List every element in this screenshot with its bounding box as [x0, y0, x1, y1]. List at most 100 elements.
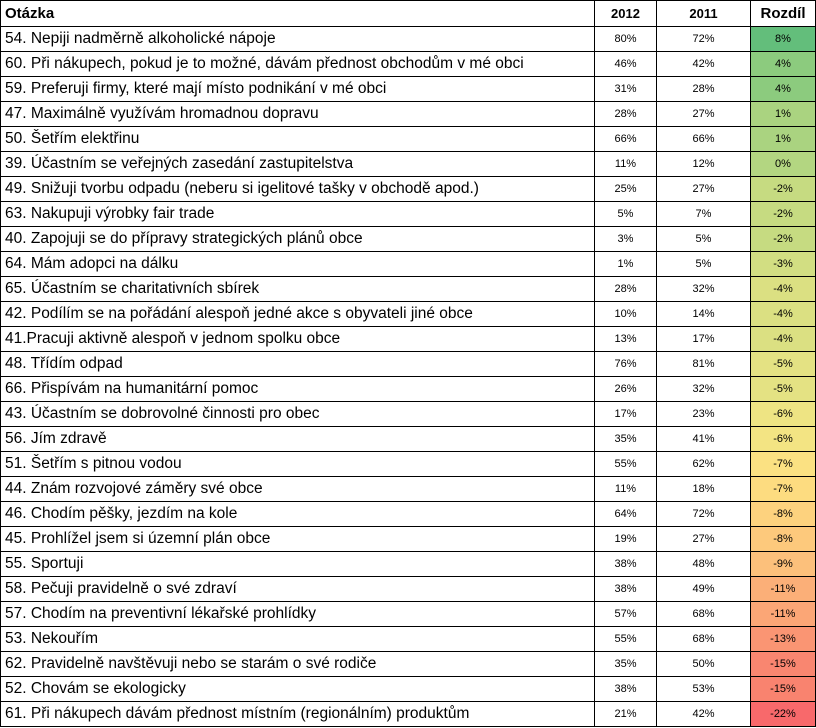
- table-row: 52. Chovám se ekologicky 38% 53% -15%: [0, 676, 816, 702]
- difference-cell: -4%: [750, 276, 816, 302]
- value-2012-cell: 38%: [594, 576, 657, 602]
- difference-cell: -2%: [750, 201, 816, 227]
- table-row: 58. Pečuji pravidelně o své zdraví 38% 49%…: [0, 576, 816, 602]
- value-2011-cell: 72%: [656, 26, 751, 52]
- question-cell: 55. Sportuji: [0, 551, 595, 577]
- question-cell: 61. Při nákupech dávám přednost místním …: [0, 701, 595, 727]
- value-2012-cell: 76%: [594, 351, 657, 377]
- value-2011-cell: 17%: [656, 326, 751, 352]
- question-cell: 41.Pracuji aktivně alespoň v jednom spol…: [0, 326, 595, 352]
- difference-cell: -7%: [750, 451, 816, 477]
- table-row: 39. Účastním se veřejných zasedání zastu…: [0, 151, 816, 177]
- difference-cell: -5%: [750, 376, 816, 402]
- value-2011-cell: 48%: [656, 551, 751, 577]
- table-row: 63. Nakupuji výrobky fair trade 5% 7% -2%: [0, 201, 816, 227]
- question-cell: 65. Účastním se charitativních sbírek: [0, 276, 595, 302]
- table-row: 49. Snižuji tvorbu odpadu (neberu si ige…: [0, 176, 816, 202]
- difference-cell: -3%: [750, 251, 816, 277]
- difference-cell: -11%: [750, 576, 816, 602]
- value-2011-cell: 68%: [656, 626, 751, 652]
- value-2011-cell: 5%: [656, 251, 751, 277]
- header-row: Otázka 2012 2011 Rozdíl: [0, 0, 816, 27]
- value-2011-cell: 27%: [656, 176, 751, 202]
- table-row: 66. Přispívám na humanitární pomoc 26% 32%…: [0, 376, 816, 402]
- value-2012-cell: 1%: [594, 251, 657, 277]
- value-2012-cell: 28%: [594, 276, 657, 302]
- value-2011-cell: 27%: [656, 101, 751, 127]
- value-2012-cell: 31%: [594, 76, 657, 102]
- table-row: 64. Mám adopci na dálku 1% 5% -3%: [0, 251, 816, 277]
- table-row: 51. Šetřím s pitnou vodou 55% 62% -7%: [0, 451, 816, 477]
- difference-cell: 1%: [750, 101, 816, 127]
- value-2011-cell: 42%: [656, 701, 751, 727]
- value-2011-cell: 5%: [656, 226, 751, 252]
- difference-cell: -6%: [750, 401, 816, 427]
- table-row: 56. Jím zdravě 35% 41% -6%: [0, 426, 816, 452]
- value-2012-cell: 46%: [594, 51, 657, 77]
- value-2011-cell: 32%: [656, 276, 751, 302]
- header-2011: 2011: [656, 0, 751, 27]
- difference-cell: -4%: [750, 326, 816, 352]
- question-cell: 57. Chodím na preventivní lékařské prohl…: [0, 601, 595, 627]
- value-2011-cell: 18%: [656, 476, 751, 502]
- difference-cell: -15%: [750, 676, 816, 702]
- value-2012-cell: 13%: [594, 326, 657, 352]
- question-cell: 40. Zapojuji se do přípravy strategickýc…: [0, 226, 595, 252]
- value-2011-cell: 32%: [656, 376, 751, 402]
- value-2012-cell: 5%: [594, 201, 657, 227]
- table-row: 46. Chodím pěšky, jezdím na kole 64% 72% -8…: [0, 501, 816, 527]
- question-cell: 56. Jím zdravě: [0, 426, 595, 452]
- question-cell: 58. Pečuji pravidelně o své zdraví: [0, 576, 595, 602]
- value-2011-cell: 23%: [656, 401, 751, 427]
- table-row: 45. Prohlížel jsem si územní plán obce 19…: [0, 526, 816, 552]
- table-row: 42. Podílím se na pořádání alespoň jedné…: [0, 301, 816, 327]
- value-2012-cell: 11%: [594, 476, 657, 502]
- value-2012-cell: 17%: [594, 401, 657, 427]
- value-2012-cell: 11%: [594, 151, 657, 177]
- difference-cell: -9%: [750, 551, 816, 577]
- value-2012-cell: 57%: [594, 601, 657, 627]
- value-2012-cell: 35%: [594, 651, 657, 677]
- question-cell: 39. Účastním se veřejných zasedání zastu…: [0, 151, 595, 177]
- table-row: 48. Třídím odpad 76% 81% -5%: [0, 351, 816, 377]
- table-row: 41.Pracuji aktivně alespoň v jednom spol…: [0, 326, 816, 352]
- value-2011-cell: 62%: [656, 451, 751, 477]
- question-cell: 48. Třídím odpad: [0, 351, 595, 377]
- difference-cell: -2%: [750, 226, 816, 252]
- value-2011-cell: 14%: [656, 301, 751, 327]
- question-cell: 62. Pravidelně navštěvuji nebo se starám…: [0, 651, 595, 677]
- question-cell: 46. Chodím pěšky, jezdím na kole: [0, 501, 595, 527]
- difference-cell: 4%: [750, 76, 816, 102]
- value-2012-cell: 21%: [594, 701, 657, 727]
- difference-cell: -15%: [750, 651, 816, 677]
- difference-cell: -13%: [750, 626, 816, 652]
- question-cell: 44. Znám rozvojové záměry své obce: [0, 476, 595, 502]
- value-2011-cell: 72%: [656, 501, 751, 527]
- question-cell: 49. Snižuji tvorbu odpadu (neberu si ige…: [0, 176, 595, 202]
- table-row: 50. Šetřím elektřinu 66% 66% 1%: [0, 126, 816, 152]
- value-2012-cell: 66%: [594, 126, 657, 152]
- difference-cell: 4%: [750, 51, 816, 77]
- table-row: 44. Znám rozvojové záměry své obce 11% 18%…: [0, 476, 816, 502]
- difference-cell: -6%: [750, 426, 816, 452]
- value-2012-cell: 38%: [594, 676, 657, 702]
- question-cell: 63. Nakupuji výrobky fair trade: [0, 201, 595, 227]
- difference-cell: -8%: [750, 526, 816, 552]
- table-row: 59. Preferuji firmy, které mají místo po…: [0, 76, 816, 102]
- question-cell: 47. Maximálně využívám hromadnou dopravu: [0, 101, 595, 127]
- question-cell: 52. Chovám se ekologicky: [0, 676, 595, 702]
- table-row: 54. Nepiji nadměrně alkoholické nápoje 80…: [0, 26, 816, 52]
- table-row: 57. Chodím na preventivní lékařské prohl…: [0, 601, 816, 627]
- table-row: 43. Účastním se dobrovolné činnosti pro …: [0, 401, 816, 427]
- table-row: 61. Při nákupech dávám přednost místním …: [0, 701, 816, 727]
- value-2012-cell: 10%: [594, 301, 657, 327]
- difference-cell: -2%: [750, 176, 816, 202]
- difference-cell: -7%: [750, 476, 816, 502]
- question-cell: 51. Šetřím s pitnou vodou: [0, 451, 595, 477]
- header-question: Otázka: [0, 0, 595, 27]
- value-2012-cell: 26%: [594, 376, 657, 402]
- difference-cell: 0%: [750, 151, 816, 177]
- value-2012-cell: 64%: [594, 501, 657, 527]
- value-2011-cell: 66%: [656, 126, 751, 152]
- table-row: 60. Při nákupech, pokud je to možné, dáv…: [0, 51, 816, 77]
